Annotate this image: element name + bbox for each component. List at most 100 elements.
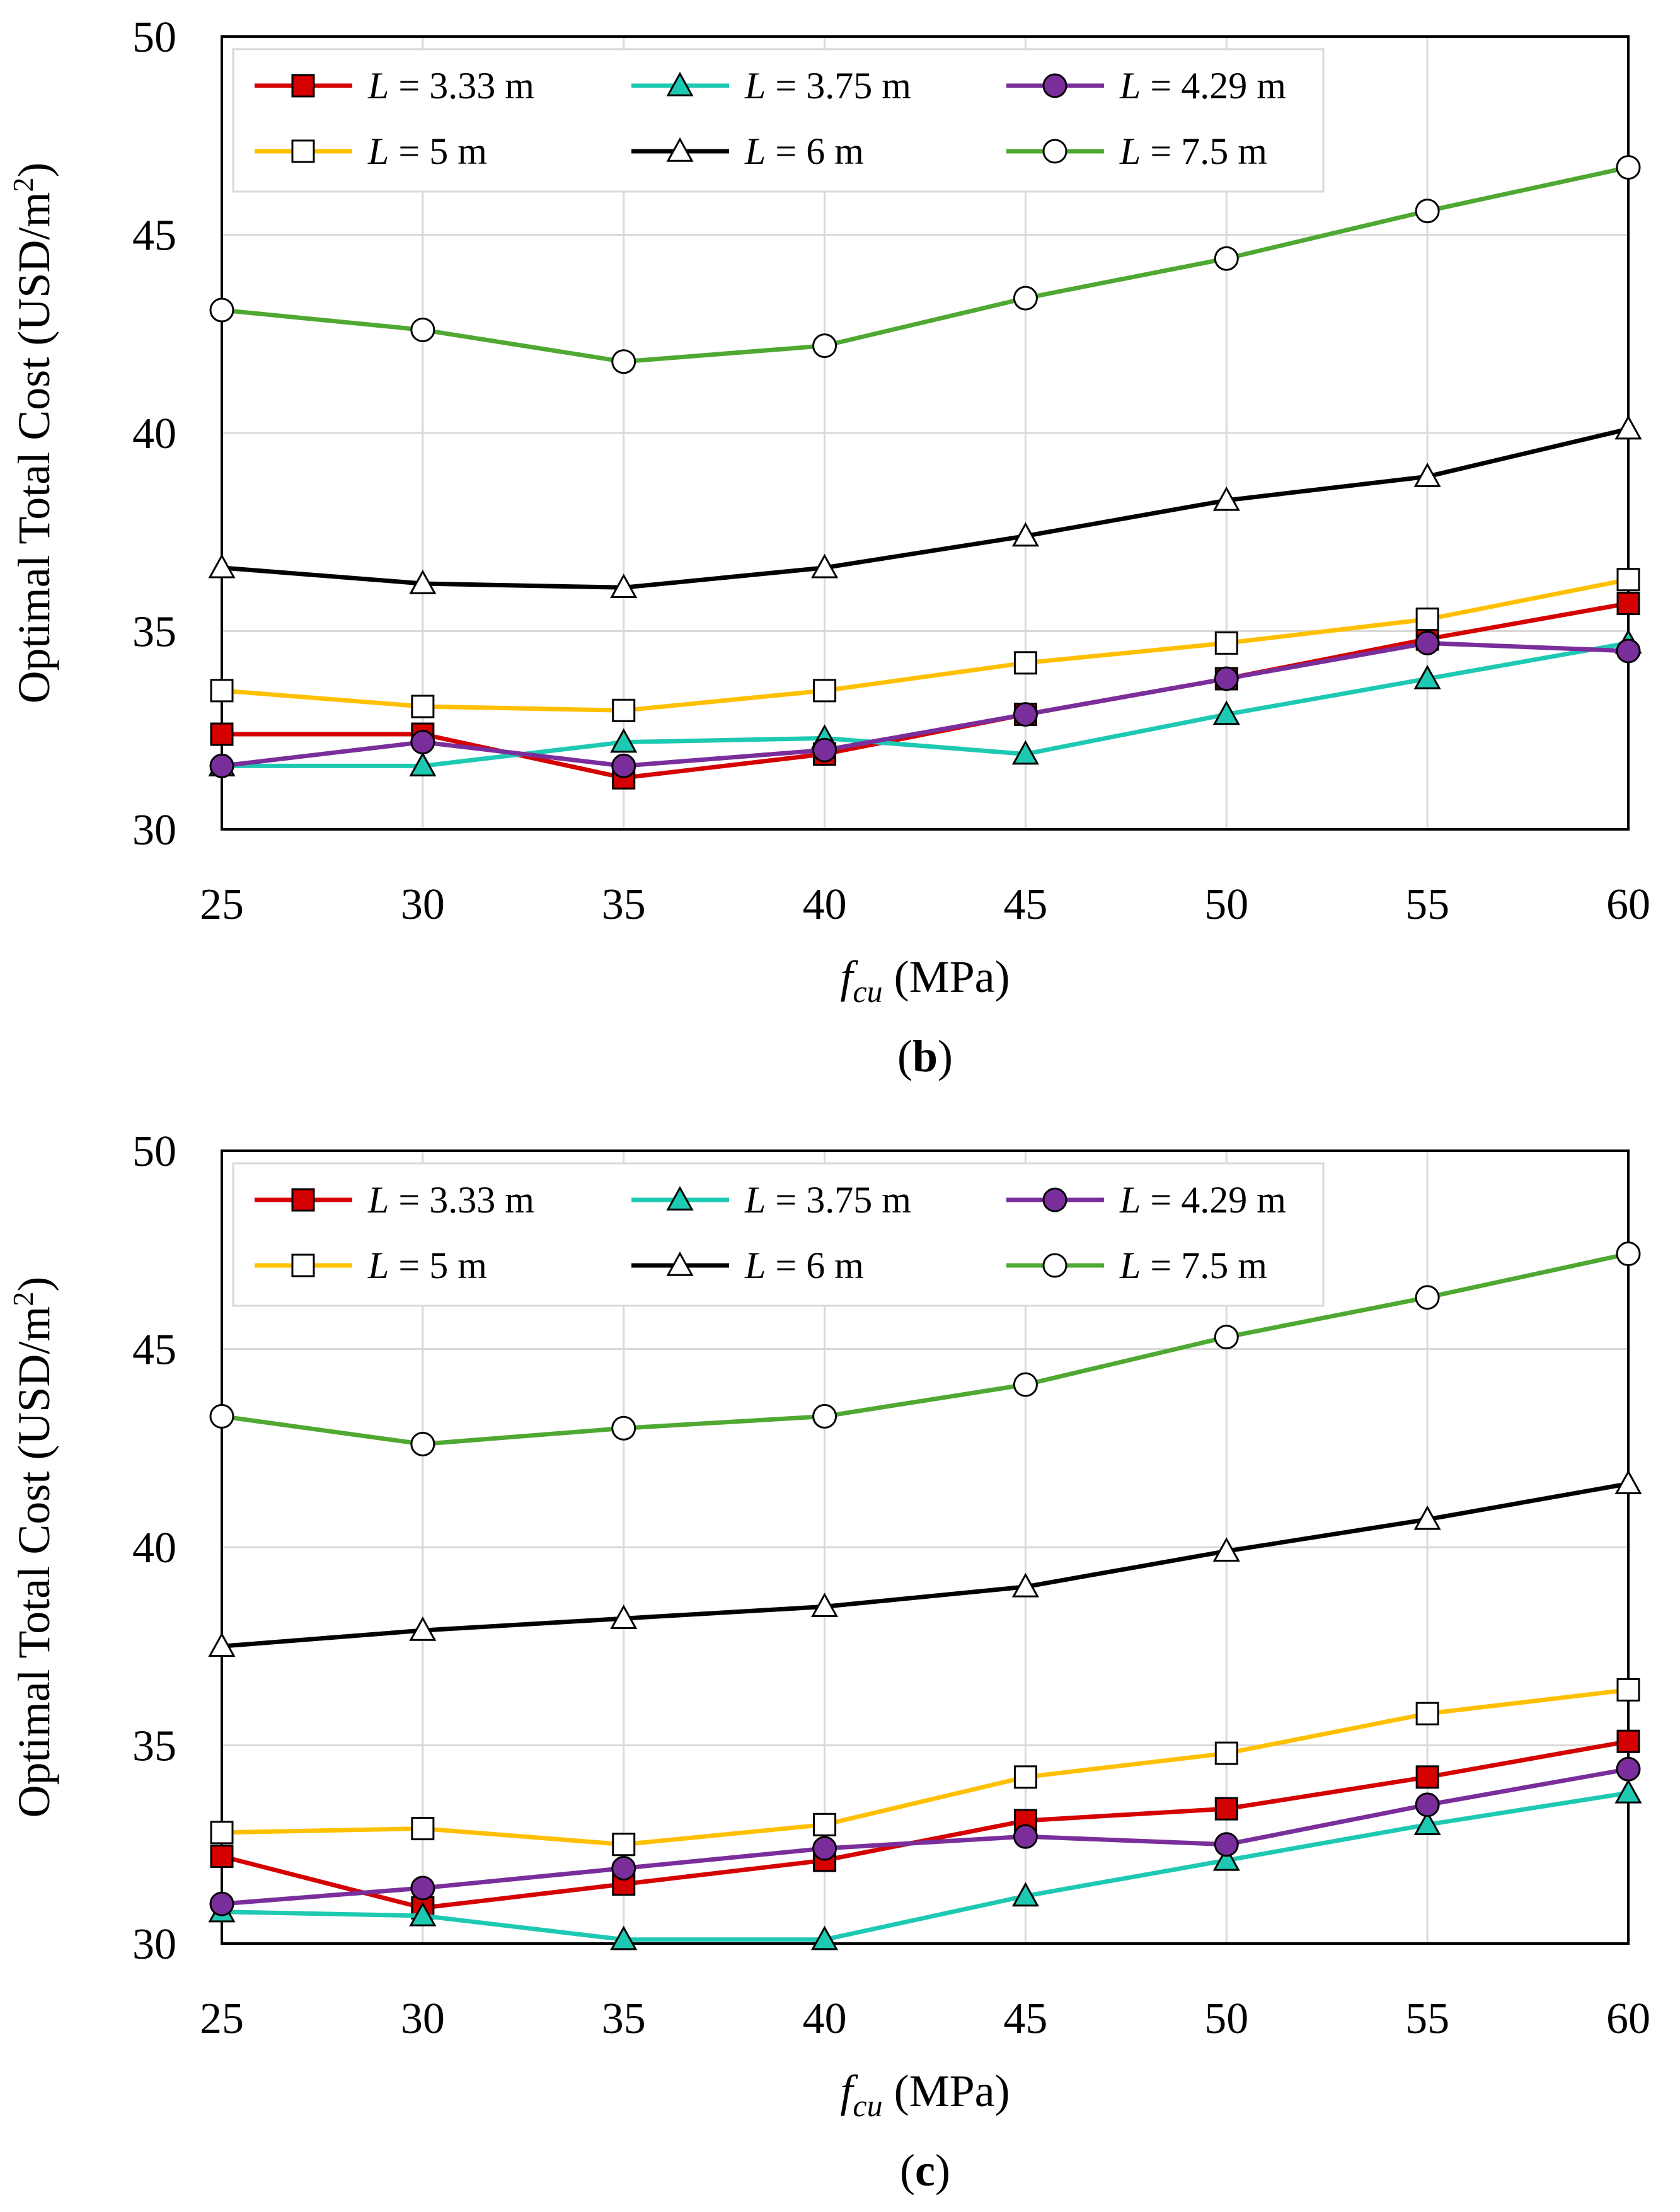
- x-tick-label: 60: [1606, 880, 1650, 929]
- legend-item: L = 4.29 m: [1006, 65, 1286, 107]
- data-point: [210, 1845, 234, 1869]
- legend-marker: [1042, 1253, 1067, 1278]
- data-point: [1212, 1846, 1240, 1871]
- data-point: [1616, 1678, 1640, 1702]
- data-point: [612, 1833, 636, 1857]
- legend-marker: [666, 137, 694, 162]
- data-point: [1616, 638, 1641, 664]
- series-L_7_5: [209, 1241, 1641, 1456]
- data-point: [610, 573, 638, 599]
- data-point: [1413, 1811, 1441, 1835]
- legend-item: L = 7.5 m: [1006, 130, 1267, 172]
- legend-label-var: L: [367, 1179, 389, 1221]
- legend-label: L = 3.33 m: [367, 65, 534, 107]
- data-point: [1212, 1537, 1240, 1562]
- data-point: [812, 1403, 837, 1429]
- y-axis-label-end: ): [9, 163, 59, 178]
- data-point: [1013, 285, 1038, 311]
- data-point: [811, 1925, 839, 1950]
- data-point: [1616, 1241, 1641, 1267]
- y-axis-label-main: Optimal Total Cost (USD/m: [9, 192, 59, 704]
- legend-label-var: L: [744, 1179, 766, 1221]
- y-tick-label: 30: [132, 806, 176, 855]
- data-point: [1214, 1325, 1239, 1350]
- legend-label: L = 5 m: [367, 130, 487, 172]
- series-line: [221, 427, 1629, 590]
- legend-marker: [1042, 1187, 1067, 1213]
- x-tick-label: 55: [1405, 1995, 1449, 2043]
- x-tick-label: 25: [200, 1995, 244, 2043]
- data-point: [610, 728, 638, 753]
- data-point: [812, 333, 837, 359]
- data-point: [610, 1604, 638, 1629]
- data-point: [812, 1836, 837, 1861]
- x-tick-label: 30: [401, 1995, 445, 2043]
- data-point: [611, 753, 636, 778]
- data-point: [1415, 1285, 1440, 1310]
- legend-label: L = 3.75 m: [744, 1179, 911, 1221]
- data-point: [1214, 631, 1238, 655]
- panel-label-letter: c: [915, 2145, 935, 2196]
- data-point: [410, 317, 435, 342]
- data-point: [1214, 1832, 1239, 1857]
- data-point: [1011, 740, 1039, 765]
- x-tick-label: 45: [1003, 880, 1047, 929]
- data-point: [1212, 486, 1240, 511]
- legend-item: L = 7.5 m: [1006, 1245, 1267, 1286]
- data-point: [1616, 568, 1640, 592]
- legend-marker: [291, 1253, 315, 1277]
- legend-item: L = 5 m: [255, 130, 487, 172]
- legend-label-var: L: [1119, 130, 1141, 172]
- series-L_4_29: [209, 1756, 1641, 1916]
- x-tick-label: 55: [1405, 880, 1449, 929]
- panel-label-open: (: [900, 2145, 915, 2196]
- data-point: [209, 1891, 234, 1916]
- series-line: [221, 1766, 1629, 1906]
- panel-label-letter: b: [912, 1031, 938, 1081]
- series-line: [221, 1790, 1629, 1942]
- plot-frame: [221, 1149, 1630, 1945]
- panel-label-close: ): [935, 2145, 950, 2196]
- data-point: [1214, 1741, 1238, 1765]
- data-point: [813, 679, 837, 703]
- data-point: [208, 553, 236, 579]
- data-point: [1214, 666, 1239, 691]
- data-point: [811, 553, 839, 579]
- legend-label-rest: = 3.33 m: [389, 1179, 534, 1221]
- data-point: [1013, 1765, 1037, 1789]
- x-tick-label: 50: [1204, 1995, 1248, 2043]
- legend-label-var: L: [367, 65, 389, 107]
- legend-label: L = 6 m: [744, 1245, 864, 1286]
- series-line: [221, 1252, 1629, 1446]
- legend-item: L = 4.29 m: [1006, 1179, 1286, 1221]
- data-point: [409, 1901, 437, 1927]
- y-axis-label-sup: 2: [7, 1292, 39, 1306]
- x-axis-label: fcu (MPa): [840, 2066, 1010, 2123]
- x-axis-label-unit: (MPa): [883, 2066, 1010, 2116]
- legend-label: L = 7.5 m: [1119, 130, 1267, 172]
- data-point: [210, 1821, 234, 1845]
- data-point: [1013, 651, 1037, 675]
- x-axis-label-unit: (MPa): [883, 952, 1010, 1002]
- legend-label-rest: = 3.33 m: [389, 65, 534, 107]
- series-line: [221, 577, 1629, 713]
- data-point: [1013, 702, 1038, 727]
- legend-label: L = 4.29 m: [1119, 1179, 1286, 1221]
- y-tick-label: 45: [132, 212, 176, 260]
- y-axis-label: Optimal Total Cost (USD/m2): [7, 1277, 59, 1818]
- legend-label: L = 3.33 m: [367, 1179, 534, 1221]
- legend-marker: [1042, 139, 1067, 164]
- legend-marker: [291, 74, 315, 98]
- legend-label-rest: = 7.5 m: [1141, 130, 1267, 172]
- data-point: [611, 1415, 636, 1441]
- data-point: [611, 1855, 636, 1881]
- legend-label-rest: = 3.75 m: [766, 1179, 911, 1221]
- data-point: [610, 1925, 638, 1950]
- data-point: [1616, 1729, 1640, 1753]
- legend-item: L = 3.75 m: [631, 1179, 911, 1221]
- legend-label: L = 6 m: [744, 130, 864, 172]
- data-point: [1415, 1702, 1439, 1725]
- x-tick-label: 60: [1606, 1995, 1650, 2043]
- y-axis-label-end: ): [9, 1277, 59, 1292]
